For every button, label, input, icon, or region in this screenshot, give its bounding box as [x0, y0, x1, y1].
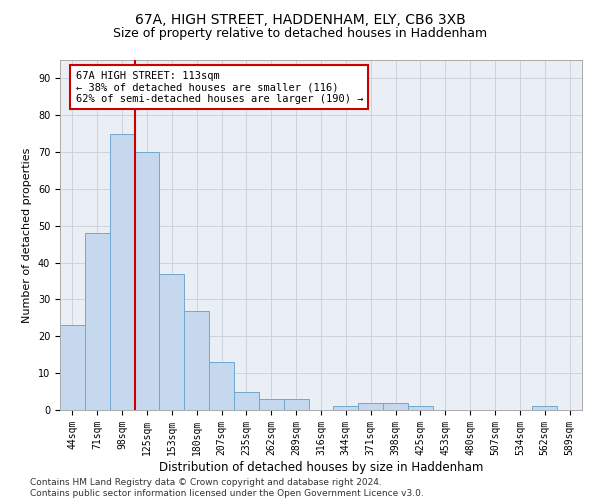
Bar: [209, 362, 234, 410]
Bar: [259, 399, 284, 410]
Bar: [134, 152, 160, 410]
Bar: [408, 406, 433, 410]
Bar: [110, 134, 134, 410]
Text: Contains HM Land Registry data © Crown copyright and database right 2024.
Contai: Contains HM Land Registry data © Crown c…: [30, 478, 424, 498]
Text: 67A, HIGH STREET, HADDENHAM, ELY, CB6 3XB: 67A, HIGH STREET, HADDENHAM, ELY, CB6 3X…: [134, 12, 466, 26]
Bar: [160, 274, 184, 410]
Bar: [234, 392, 259, 410]
Bar: [184, 310, 209, 410]
Bar: [532, 406, 557, 410]
Bar: [85, 233, 110, 410]
Bar: [358, 402, 383, 410]
Bar: [284, 399, 308, 410]
Bar: [60, 326, 85, 410]
Text: Size of property relative to detached houses in Haddenham: Size of property relative to detached ho…: [113, 28, 487, 40]
Bar: [334, 406, 358, 410]
X-axis label: Distribution of detached houses by size in Haddenham: Distribution of detached houses by size …: [159, 460, 483, 473]
Y-axis label: Number of detached properties: Number of detached properties: [22, 148, 32, 322]
Bar: [383, 402, 408, 410]
Text: 67A HIGH STREET: 113sqm
← 38% of detached houses are smaller (116)
62% of semi-d: 67A HIGH STREET: 113sqm ← 38% of detache…: [76, 70, 363, 104]
